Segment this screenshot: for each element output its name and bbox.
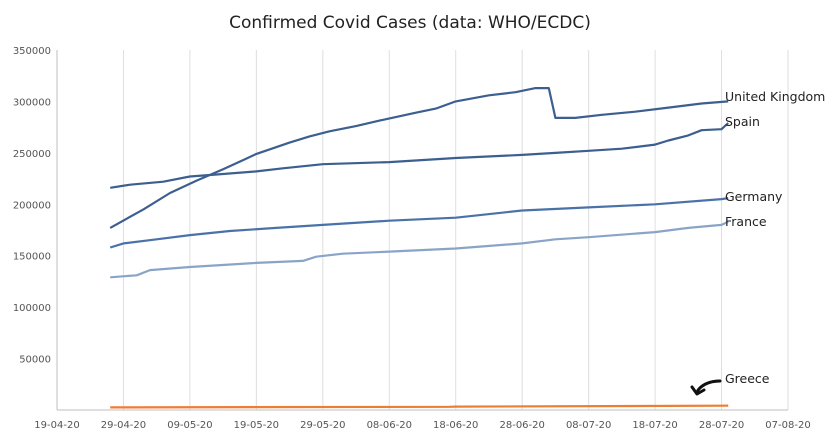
y-tick-label: 300000 [13, 97, 51, 108]
chart-title: Confirmed Covid Cases (data: WHO/ECDC) [229, 13, 591, 33]
x-tick-label: 29-05-20 [300, 420, 345, 431]
y-tick-label: 350000 [13, 46, 51, 57]
x-tick-label: 18-06-20 [433, 420, 478, 431]
series-label-greece: Greece [725, 371, 770, 386]
series-labels: United Kingdom Spain Germany France Greece [725, 89, 825, 386]
y-axis-ticks: 50000 100000 150000 200000 250000 300000 35000… [13, 46, 51, 366]
x-axis-ticks: 19-04-20 29-04-20 09-05-20 19-05-20 29-05-20… [34, 420, 810, 431]
x-tick-label: 28-07-20 [699, 420, 744, 431]
series-label-united-kingdom: United Kingdom [725, 89, 825, 104]
x-tick-label: 08-06-20 [367, 420, 412, 431]
y-tick-label: 250000 [13, 149, 51, 160]
x-tick-label: 18-07-20 [632, 420, 677, 431]
x-tick-label: 29-04-20 [101, 420, 146, 431]
series-lines [110, 88, 728, 407]
vertical-gridlines [123, 50, 788, 410]
y-tick-label: 50000 [19, 355, 51, 366]
x-tick-label: 19-04-20 [34, 420, 79, 431]
series-line-greece [110, 406, 728, 408]
x-tick-label: 07-08-20 [765, 420, 810, 431]
series-label-france: France [725, 214, 767, 229]
x-tick-label: 09-05-20 [167, 420, 212, 431]
series-label-spain: Spain [725, 114, 760, 129]
y-tick-label: 100000 [13, 303, 51, 314]
x-tick-label: 08-07-20 [566, 420, 611, 431]
y-tick-label: 200000 [13, 200, 51, 211]
series-line-france [110, 222, 728, 277]
x-tick-label: 19-05-20 [234, 420, 279, 431]
y-tick-label: 150000 [13, 252, 51, 263]
series-line-united-kingdom [110, 88, 728, 228]
x-tick-label: 28-06-20 [499, 420, 544, 431]
series-label-germany: Germany [725, 189, 783, 204]
series-line-germany [110, 198, 728, 247]
